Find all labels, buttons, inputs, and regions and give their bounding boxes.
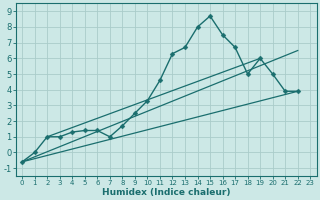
X-axis label: Humidex (Indice chaleur): Humidex (Indice chaleur) [102,188,230,197]
